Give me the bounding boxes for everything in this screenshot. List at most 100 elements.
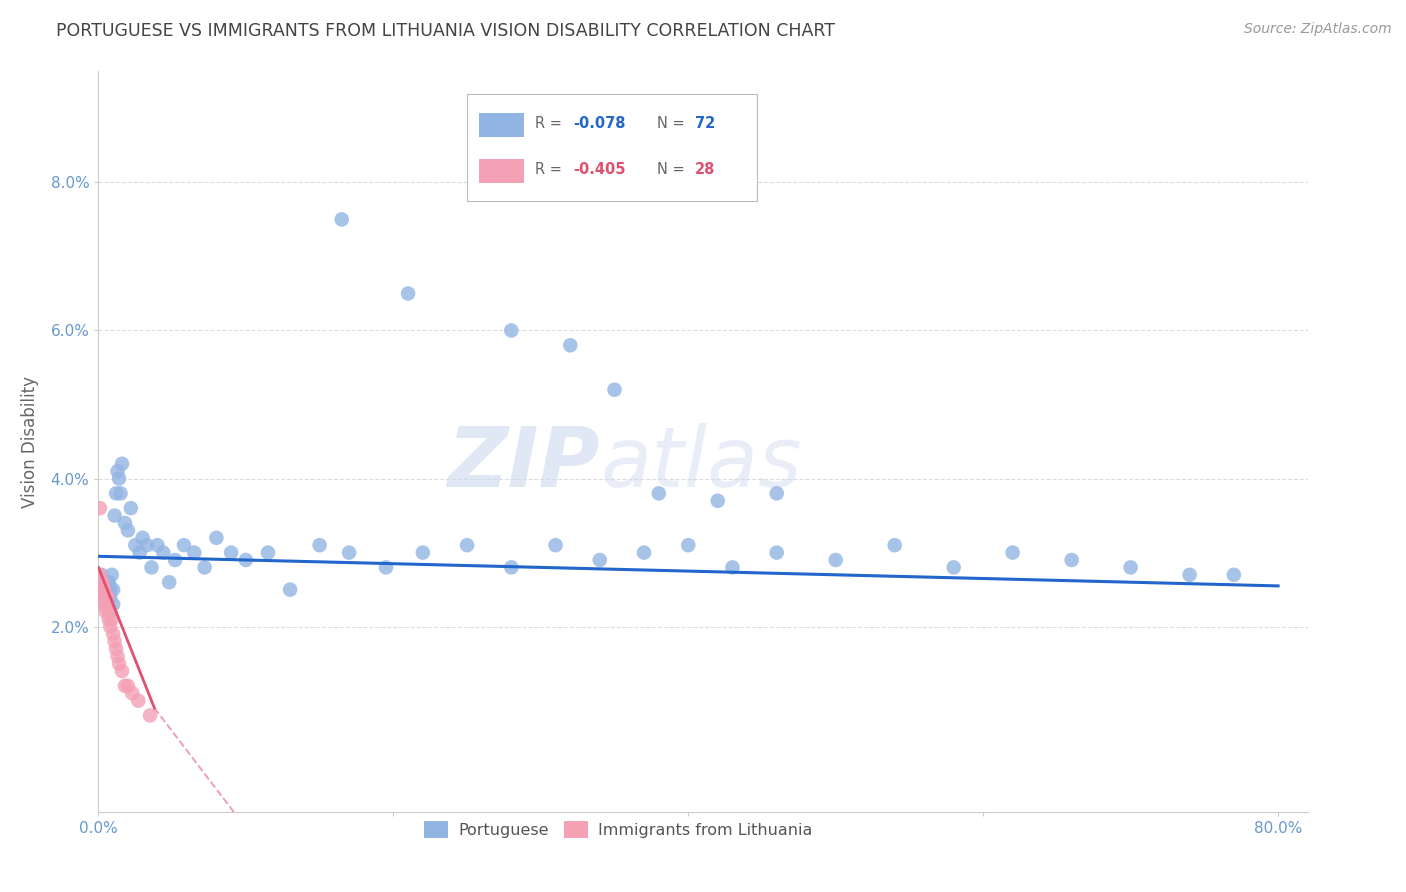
Point [139, 708, 162, 723]
Point [97, 605, 120, 619]
Point [157, 575, 180, 590]
Point [91, 575, 114, 590]
Point [89, 575, 111, 590]
Point [501, 324, 523, 338]
Point [98, 582, 121, 597]
Point [94, 590, 117, 604]
Text: Source: ZipAtlas.com: Source: ZipAtlas.com [1244, 22, 1392, 37]
Point [111, 664, 134, 678]
Point [105, 486, 128, 500]
Point [93, 590, 115, 604]
Point [104, 508, 127, 523]
Point [117, 524, 139, 538]
Point [107, 649, 129, 664]
Point [91, 582, 114, 597]
Point [330, 212, 353, 227]
Point [1001, 546, 1024, 560]
Point [412, 546, 434, 560]
Point [765, 486, 787, 500]
Point [97, 575, 120, 590]
Legend: Portuguese, Immigrants from Lithuania: Portuguese, Immigrants from Lithuania [418, 815, 818, 845]
Point [131, 531, 153, 545]
Point [89, 582, 111, 597]
Point [90, 590, 112, 604]
Point [883, 538, 905, 552]
Point [121, 686, 143, 700]
Point [89, 567, 111, 582]
Point [146, 538, 169, 552]
Text: atlas: atlas [600, 423, 801, 504]
Point [93, 582, 115, 597]
Point [91, 575, 114, 590]
Point [100, 612, 122, 626]
Point [93, 575, 115, 590]
Point [108, 471, 131, 485]
Point [603, 383, 626, 397]
Point [375, 560, 398, 574]
Point [396, 286, 419, 301]
Point [104, 634, 127, 648]
Point [90, 590, 112, 604]
Point [91, 582, 114, 597]
Point [90, 567, 112, 582]
Point [96, 590, 118, 604]
Point [101, 627, 124, 641]
Point [183, 546, 205, 560]
Point [1178, 567, 1201, 582]
Point [98, 605, 121, 619]
Point [1119, 560, 1142, 574]
Point [105, 641, 128, 656]
Point [108, 657, 131, 671]
Point [173, 538, 195, 552]
Point [278, 582, 301, 597]
Point [90, 582, 112, 597]
Point [97, 612, 120, 626]
Point [93, 598, 115, 612]
Point [96, 575, 118, 590]
Point [100, 567, 122, 582]
Point [94, 598, 117, 612]
Point [96, 598, 118, 612]
Point [308, 538, 330, 552]
Point [89, 501, 111, 516]
Point [257, 546, 280, 560]
Point [117, 679, 139, 693]
Point [456, 538, 478, 552]
Point [721, 560, 744, 574]
Point [136, 538, 159, 552]
Text: ZIP: ZIP [447, 423, 600, 504]
Point [165, 553, 187, 567]
Point [765, 546, 787, 560]
Point [219, 546, 242, 560]
Point [589, 553, 612, 567]
Point [648, 486, 671, 500]
Point [96, 590, 118, 604]
Point [1060, 553, 1083, 567]
Point [110, 486, 132, 500]
Point [235, 553, 257, 567]
Point [94, 605, 117, 619]
Y-axis label: Vision Disability: Vision Disability [21, 376, 39, 508]
Point [114, 679, 136, 693]
Point [560, 338, 582, 352]
Point [120, 501, 142, 516]
Point [706, 493, 728, 508]
Point [824, 553, 846, 567]
Point [678, 538, 700, 552]
Point [128, 546, 150, 560]
Point [114, 516, 136, 530]
Point [152, 546, 174, 560]
Point [107, 464, 129, 478]
Point [98, 619, 121, 633]
Point [141, 560, 163, 574]
Point [97, 582, 120, 597]
Point [98, 590, 121, 604]
Point [1223, 567, 1246, 582]
Point [111, 457, 134, 471]
Point [124, 538, 146, 552]
Point [94, 582, 117, 597]
Point [633, 546, 655, 560]
Point [101, 598, 124, 612]
Point [127, 694, 149, 708]
Point [101, 582, 124, 597]
